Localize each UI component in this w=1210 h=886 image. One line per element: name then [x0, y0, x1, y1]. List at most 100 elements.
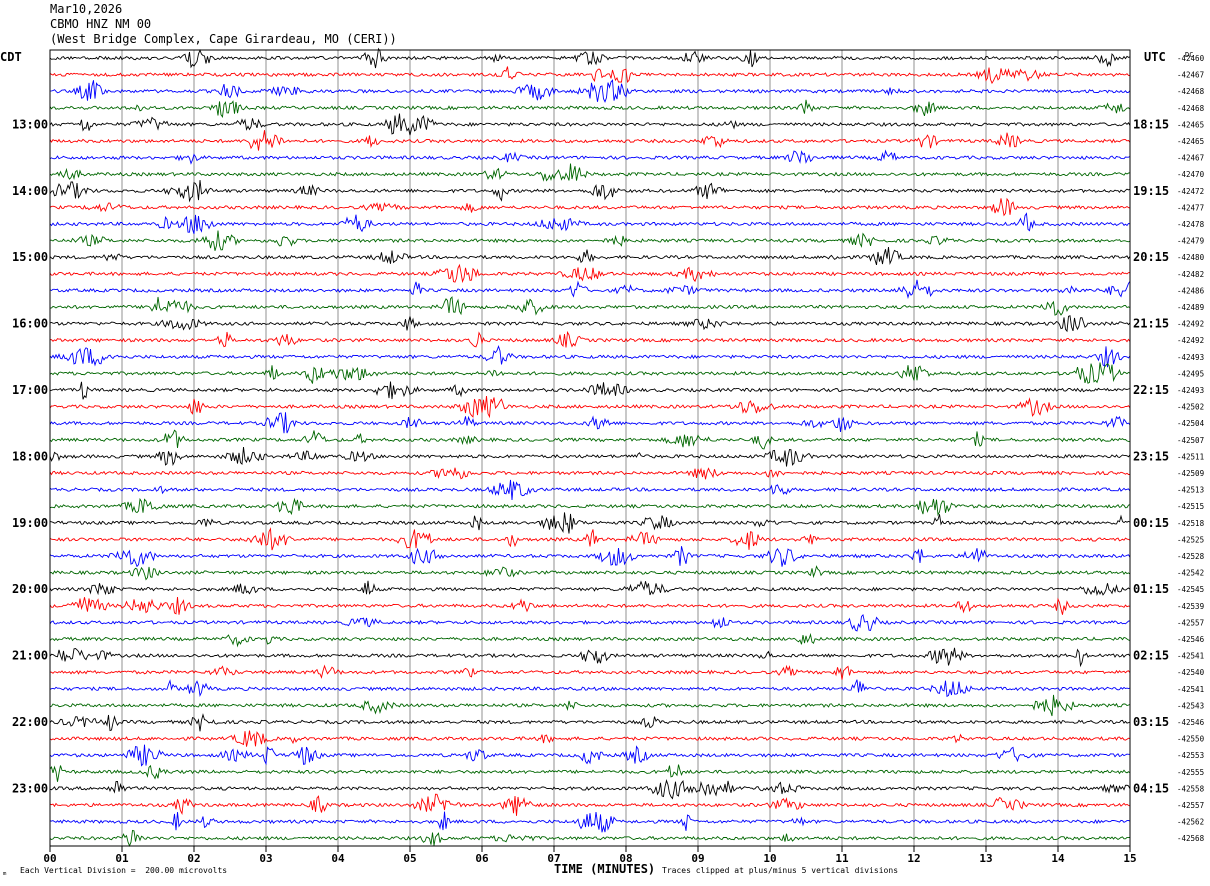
seismic-trace: [49, 497, 1131, 517]
right-hour-label: 00:15: [1133, 516, 1169, 530]
left-hour-label: 17:00: [12, 383, 48, 397]
grid-lines: [121, 50, 1059, 846]
dc-offset-label: -42467: [1177, 71, 1204, 80]
seismic-trace: [49, 744, 1130, 767]
right-hour-label: 23:15: [1133, 449, 1169, 463]
x-tick-label: 12: [907, 852, 920, 865]
x-tick-label: 04: [331, 852, 345, 865]
right-hour-label: 02:15: [1133, 649, 1169, 663]
x-tick-label: 05: [403, 852, 416, 865]
seismic-trace: [49, 429, 1130, 450]
seismic-trace: [49, 246, 1131, 266]
seismic-trace: [49, 730, 1131, 747]
dc-offset-label: -42541: [1177, 652, 1204, 661]
seismic-trace: [49, 212, 1131, 234]
seismic-trace: [49, 381, 1131, 400]
right-hour-label: 04:15: [1133, 781, 1169, 795]
axis-labels: 00 01 02 03 04 05 06 07 08 09 10 11 12 13 14 15 -42460 -4…: [12, 54, 1205, 865]
x-tick-label: 09: [691, 852, 704, 865]
dc-offset-label: -42509: [1177, 469, 1204, 478]
x-tick-label: 01: [115, 852, 129, 865]
dc-offset-label: -42543: [1177, 701, 1204, 710]
seismic-trace: [49, 395, 1131, 419]
seismic-trace: [49, 580, 1131, 597]
seismic-trace: [49, 679, 1131, 698]
seismic-trace: [49, 546, 1131, 568]
x-tick-label: 00: [43, 852, 56, 865]
seismic-trace: [49, 230, 1131, 251]
seismic-trace: [49, 47, 1131, 69]
dc-offset-label: -42472: [1177, 187, 1204, 196]
right-hour-label: 21:15: [1133, 317, 1169, 331]
clip-note: Traces clipped at plus/minus 5 vertical …: [662, 866, 899, 875]
dc-offset-label: -42511: [1177, 452, 1204, 461]
dc-offset-label: -42555: [1177, 768, 1204, 777]
seismic-trace: [49, 811, 1131, 833]
dc-offset-label: -42478: [1177, 220, 1205, 229]
dc-offset-label: -42545: [1177, 585, 1204, 594]
seismic-trace: [49, 362, 1131, 384]
x-tick-label: 07: [547, 852, 560, 865]
dc-offset-label: -42486: [1177, 286, 1205, 295]
dc-offset-label: -42465: [1177, 137, 1204, 146]
dc-offset-label: -42542: [1177, 569, 1204, 578]
x-tick-label: 15: [1123, 852, 1136, 865]
dc-offset-label: -42568: [1177, 834, 1205, 843]
x-tick-label: 10: [763, 852, 776, 865]
header-station: CBMO HNZ NM 00: [50, 17, 152, 31]
dc-offset-label: -42477: [1177, 203, 1204, 212]
dc-offset-label: -42502: [1177, 403, 1204, 412]
seismic-trace: [49, 345, 1131, 368]
scale-note: Each Vertical Division = 200.00 microvol…: [20, 866, 228, 875]
right-hour-label: 20:15: [1133, 250, 1169, 264]
x-tick-label: 03: [259, 852, 272, 865]
seismic-trace: [49, 647, 1131, 668]
left-zone-label: CDT: [0, 50, 22, 64]
x-tick-label: 14: [1051, 852, 1065, 865]
left-hour-label: 21:00: [12, 649, 48, 663]
seismic-trace: [49, 713, 1131, 732]
dc-offset-label: -42557: [1177, 618, 1204, 627]
dc-offset-label: -42480: [1177, 253, 1205, 262]
seismic-trace: [49, 149, 1131, 165]
seismic-trace: [49, 66, 1131, 85]
seismic-trace: [49, 793, 1131, 816]
seismic-trace: [49, 263, 1131, 284]
seismic-trace: [49, 447, 1131, 467]
dc-offset-label: -42479: [1177, 237, 1204, 246]
left-hour-label: 16:00: [12, 317, 48, 331]
trace-layer: [49, 47, 1131, 848]
plot-frame: [49, 49, 1131, 847]
dc-offset-label: -42562: [1177, 818, 1204, 827]
right-hour-label: 22:15: [1133, 383, 1169, 397]
dc-offset-label: -42541: [1177, 685, 1204, 694]
dc-offset-label: -42525: [1177, 535, 1204, 544]
dc-offset-label: -42468: [1177, 87, 1205, 96]
seismic-trace: [49, 315, 1131, 333]
dc-offset-label: -42515: [1177, 502, 1204, 511]
corner-mark: ₘ: [2, 868, 8, 878]
seismic-trace: [49, 197, 1131, 217]
left-hour-label: 18:00: [12, 449, 48, 463]
dc-offset-label: -42482: [1177, 270, 1204, 279]
seismic-trace: [49, 113, 1131, 136]
dc-offset-label: -42495: [1177, 369, 1204, 378]
dc-offset-label: -42558: [1177, 784, 1205, 793]
dc-offset-label: -42546: [1177, 718, 1205, 727]
seismic-trace: [49, 279, 1131, 300]
header-location: (West Bridge Complex, Cape Girardeau, MO…: [50, 32, 397, 46]
x-tick-label: 08: [619, 852, 632, 865]
dc-offset-label: -42492: [1177, 320, 1204, 329]
seismic-trace: [49, 764, 1131, 782]
left-hour-label: 22:00: [12, 715, 48, 729]
seismic-trace: [49, 99, 1131, 118]
dc-offset-label: -42468: [1177, 104, 1205, 113]
dc-offset-label: -42528: [1177, 552, 1205, 561]
seismic-trace: [49, 180, 1131, 203]
left-hour-label: 19:00: [12, 516, 48, 530]
right-hour-label: 18:15: [1133, 117, 1169, 131]
dc-offset-label: -42493: [1177, 386, 1204, 395]
seismic-trace: [49, 632, 1131, 648]
left-hour-label: 14:00: [12, 184, 48, 198]
